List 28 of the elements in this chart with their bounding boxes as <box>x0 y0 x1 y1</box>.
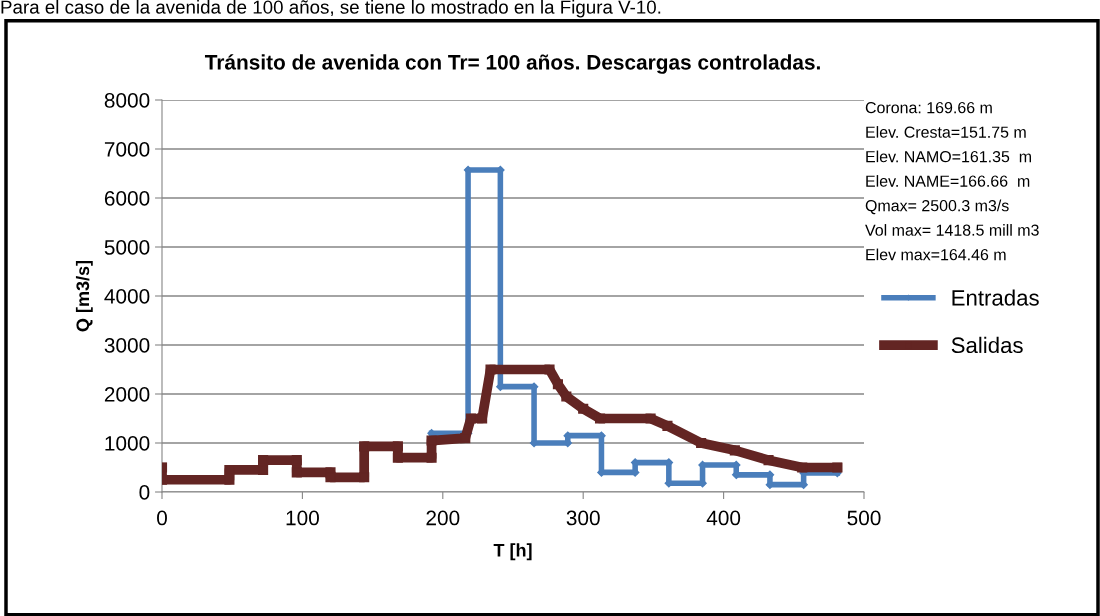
legend-label: Entradas <box>952 289 1039 306</box>
text: Elev. NAMO=161.35 m <box>866 150 1031 163</box>
x-tick-label: 400 <box>706 510 741 526</box>
y-tick-label: 1000 <box>105 436 150 451</box>
y-tick-label: 6000 <box>104 191 150 206</box>
x-tick-label: 100 <box>286 510 319 526</box>
y-tick-label: 4000 <box>104 289 150 304</box>
y-tick-label: 7000 <box>104 142 150 157</box>
text: Qmax= 2500.3 m3/s <box>865 199 1009 215</box>
x-tick-label: 0 <box>157 510 167 526</box>
y-axis-title: Q [m3/s] <box>75 260 93 332</box>
x-axis-title: T [h] <box>493 543 532 561</box>
chart-title: Tránsito de avenida con Tr= 100 años. Descargas controladas. <box>204 54 820 74</box>
text: Para el caso de la avenida de 100 años, se tiene lo mostrado en la Figura V-10. <box>1 0 661 18</box>
text: Vol max= 1418.5 mill m3 <box>865 224 1039 236</box>
y-tick-label: 5000 <box>104 240 150 255</box>
y-tick-label: 3000 <box>104 338 150 353</box>
y-tick-label: 8000 <box>104 93 150 108</box>
legend-label: Salidas <box>951 336 1023 354</box>
text: Corona: 169.66 m <box>865 101 992 114</box>
text: Elev max=164.46 m <box>866 248 1006 261</box>
text: Elev. Cresta=151.75 m <box>866 126 1026 138</box>
x-tick-label: 200 <box>426 510 460 526</box>
y-tick-label: 2000 <box>104 387 150 402</box>
text: Elev. NAME=166.66 m <box>866 175 1030 187</box>
x-tick-label: 500 <box>847 510 881 526</box>
y-tick-label: 0 <box>139 485 150 500</box>
x-tick-label: 300 <box>566 510 600 526</box>
